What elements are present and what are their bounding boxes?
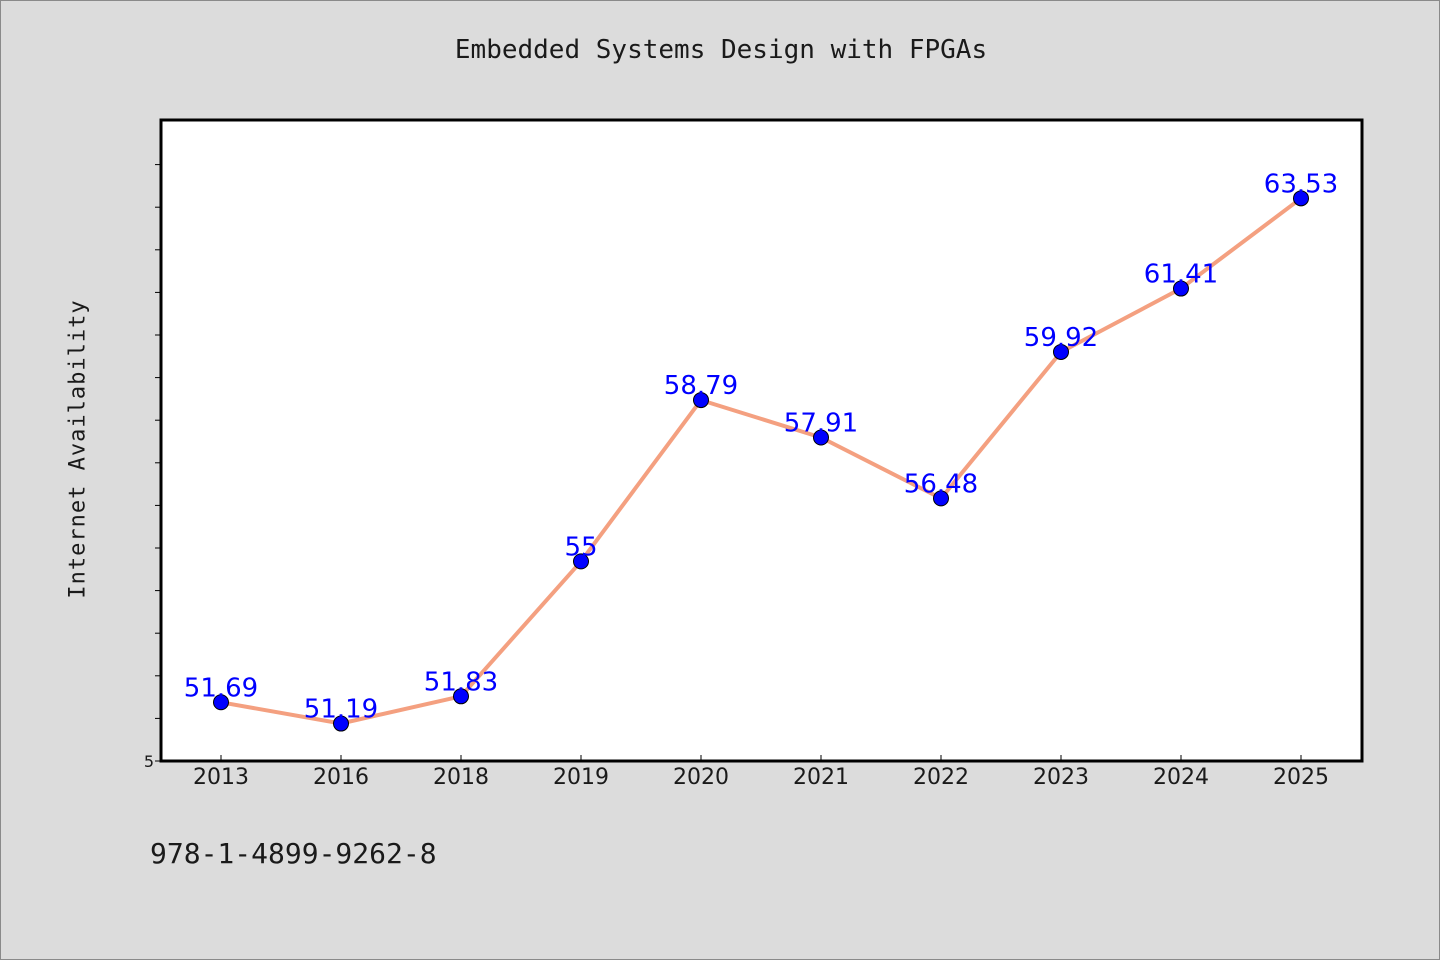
data-label: 57.91 <box>784 409 858 439</box>
plot-frame <box>159 118 1364 763</box>
data-point-marker <box>693 392 709 409</box>
data-labels: 51.69 51.19 51.83 55 58.79 57.91 56.48 59.92 61.… <box>184 169 1338 724</box>
data-point-marker <box>333 715 349 732</box>
series-markers <box>213 190 1309 732</box>
x-tick-label: 2013 <box>193 765 249 790</box>
isbn-label: 978-1-4899-9262-8 <box>150 837 437 870</box>
data-point-marker <box>1173 280 1189 297</box>
data-label: 63.53 <box>1264 169 1338 199</box>
plot-area <box>161 120 1362 761</box>
x-tick-label: 2016 <box>313 765 369 790</box>
data-point-marker <box>933 490 949 507</box>
data-label: 58.79 <box>664 371 738 401</box>
x-tick-label: 2020 <box>673 765 729 790</box>
data-point-marker <box>1293 190 1309 207</box>
data-label: 55 <box>564 532 597 562</box>
y-tick-label: 5 <box>144 752 154 771</box>
x-tick-label: 2025 <box>1273 765 1329 790</box>
x-tick-label: 2023 <box>1033 765 1089 790</box>
x-tick-label: 2018 <box>433 765 489 790</box>
data-point-marker <box>213 694 229 711</box>
data-label: 51.69 <box>184 673 258 703</box>
series-line <box>219 196 1303 726</box>
x-tick-label: 2024 <box>1153 765 1209 790</box>
x-tick-label: 2021 <box>793 765 849 790</box>
chart-title: Embedded Systems Design with FPGAs <box>454 35 988 65</box>
data-label: 51.83 <box>424 667 498 697</box>
data-label: 61.41 <box>1144 260 1218 290</box>
x-tick-label: 2019 <box>553 765 609 790</box>
data-point-marker <box>813 429 829 446</box>
data-label: 59.92 <box>1024 323 1098 353</box>
data-point-marker <box>573 553 589 570</box>
data-point-marker <box>1053 343 1069 360</box>
data-point-marker <box>453 688 469 705</box>
data-label: 56.48 <box>904 469 978 499</box>
x-tick-label: 2022 <box>913 765 969 790</box>
data-label: 51.19 <box>304 695 378 725</box>
